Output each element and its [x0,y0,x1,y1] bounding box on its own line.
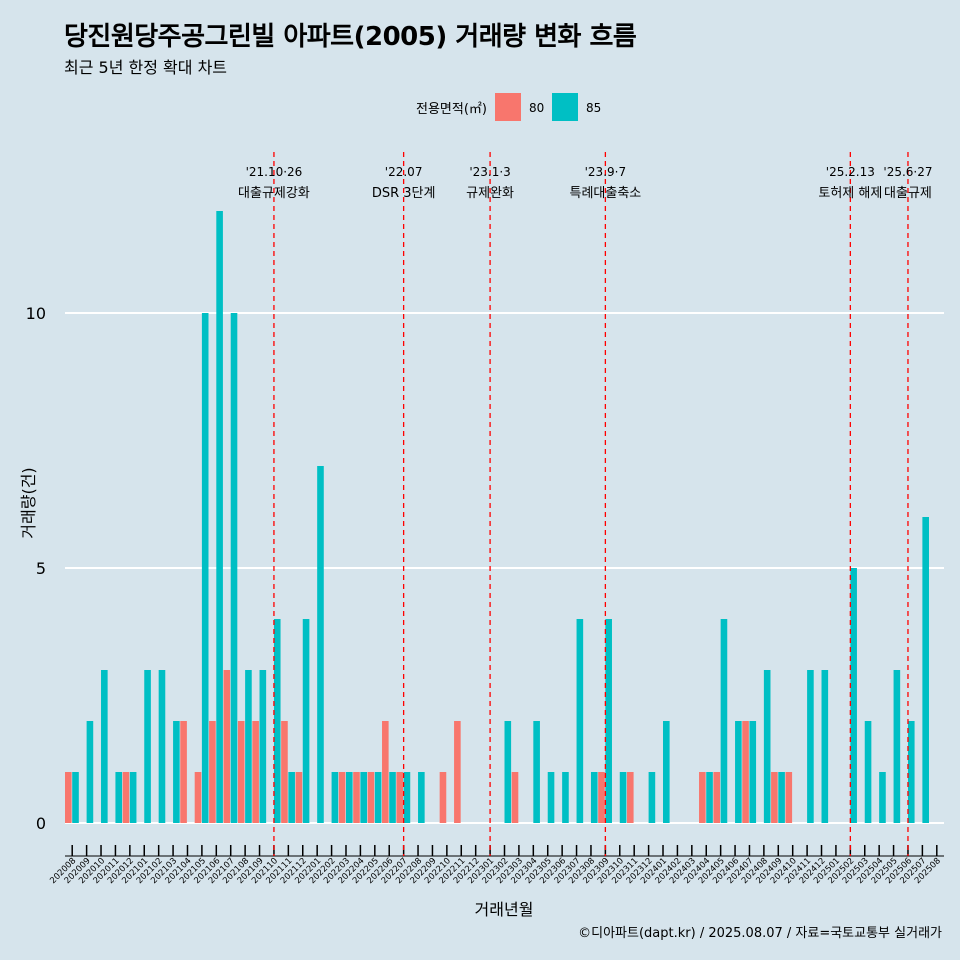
bar-85-202009 [86,721,94,823]
chart-title: 당진원당주공그린빌 아파트(2005) 거래량 변화 흐름 [64,22,637,52]
bar-80-202111 [281,721,288,823]
bar-85-202412 [821,670,829,823]
bar-85-202507 [922,517,929,823]
legend-swatch-85 [552,93,578,121]
event-date: '25.2.13 [826,165,875,179]
bar-85-202103 [173,721,180,823]
x-axis-title: 거래년월 [475,900,534,919]
event-label: DSR 3단계 [372,186,436,201]
y-axis-title: 거래량(건) [19,467,38,538]
chart-caption: ©디아파트(dapt.kr) / 2025.08.07 / 자료=국토교통부 실… [578,926,942,941]
bar-85-202012 [129,772,137,823]
legend-label-80: 80 [529,101,544,115]
bar-80-202106 [209,721,216,823]
y-tick-label: 5 [36,559,46,578]
bar-85-202008 [72,772,79,823]
bar-85-202207 [403,772,411,823]
bar-80-202210 [439,772,447,823]
bar-80-202409 [771,772,778,823]
bar-80-202404 [699,772,706,823]
bar-80-202405 [713,772,721,823]
bar-80-202309 [598,772,605,823]
event-label: 규제완화 [466,186,514,201]
bar-85-202506 [907,721,915,823]
event-date: '25.6·27 [883,165,932,179]
event-date: '22.07 [385,165,423,179]
bar-85-202405 [720,619,728,823]
bar-80-202311 [626,772,634,823]
bar-85-202010 [101,670,108,823]
bar-85-202108 [245,670,252,823]
bar-80-202109 [252,721,259,823]
bar-85-202504 [879,772,886,823]
bar-80-202105 [194,772,202,823]
event-label: 토허제 해제 [818,186,882,201]
y-tick-label: 10 [26,304,46,323]
bar-80-202107 [223,670,231,823]
bar-85-202411 [807,670,814,823]
event-label: 특례대출축소 [569,186,641,201]
bar-85-202308 [590,772,598,823]
bar-85-202102 [158,670,166,823]
event-date: '21.10·26 [246,165,303,179]
bar-85-202203 [345,772,353,823]
bar-80-202211 [454,721,461,823]
legend-label-85: 85 [586,101,601,115]
bar-85-202201 [317,466,324,823]
bar-85-202401 [663,721,670,823]
bar-85-202112 [302,619,310,823]
bar-85-202312 [648,772,656,823]
bar-85-202502 [850,568,857,823]
bar-85-202205 [374,772,382,823]
bar-85-202302 [504,721,512,823]
bar-85-202304 [533,721,540,823]
bar-85-202202 [331,772,339,823]
bar-85-202111 [288,772,295,823]
bar-85-202206 [389,772,396,823]
bar-80-202008 [65,772,72,823]
event-label: 대출규제강화 [238,186,310,201]
bar-80-202407 [742,721,749,823]
bar-85-202110 [273,619,281,823]
bar-85-202305 [547,772,555,823]
bar-80-202108 [237,721,245,823]
bar-85-202404 [706,772,713,823]
event-date: '23.9·7 [585,165,626,179]
bar-85-202407 [749,721,757,823]
bar-80-202203 [338,772,346,823]
bar-85-202105 [201,313,209,823]
event-date: '23.1·3 [469,165,510,179]
event-label: 대출규제 [884,186,932,201]
bar-85-202204 [360,772,368,823]
bar-85-202101 [144,670,151,823]
bar-80-202204 [353,772,360,823]
bar-80-202112 [295,772,303,823]
bar-80-202012 [122,772,130,823]
legend-title: 전용면적(㎡) [416,102,487,117]
legend-swatch-80 [495,93,521,121]
bar-85-202106 [216,211,223,823]
bar-85-202406 [735,721,742,823]
bar-85-202306 [562,772,569,823]
bar-85-202107 [230,313,238,823]
bar-80-202410 [785,772,793,823]
bar-80-202206 [382,721,389,823]
bar-85-202505 [893,670,901,823]
bar-85-202309 [605,619,612,823]
bar-85-202307 [576,619,584,823]
bar-85-202011 [115,772,123,823]
bar-85-202503 [864,721,872,823]
bar-85-202208 [418,772,425,823]
bar-80-202205 [367,772,375,823]
chart-subtitle: 최근 5년 한정 확대 차트 [64,58,228,77]
bar-85-202409 [778,772,785,823]
bar-85-202408 [763,670,771,823]
bar-85-202109 [259,670,267,823]
y-tick-label: 0 [36,814,46,833]
bar-80-202207 [396,772,404,823]
bar-80-202303 [511,772,519,823]
bar-80-202104 [180,721,187,823]
bar-85-202310 [619,772,627,823]
